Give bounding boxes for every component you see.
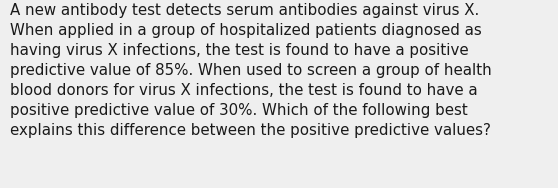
Text: A new antibody test detects serum antibodies against virus X.
When applied in a : A new antibody test detects serum antibo… — [10, 3, 492, 138]
